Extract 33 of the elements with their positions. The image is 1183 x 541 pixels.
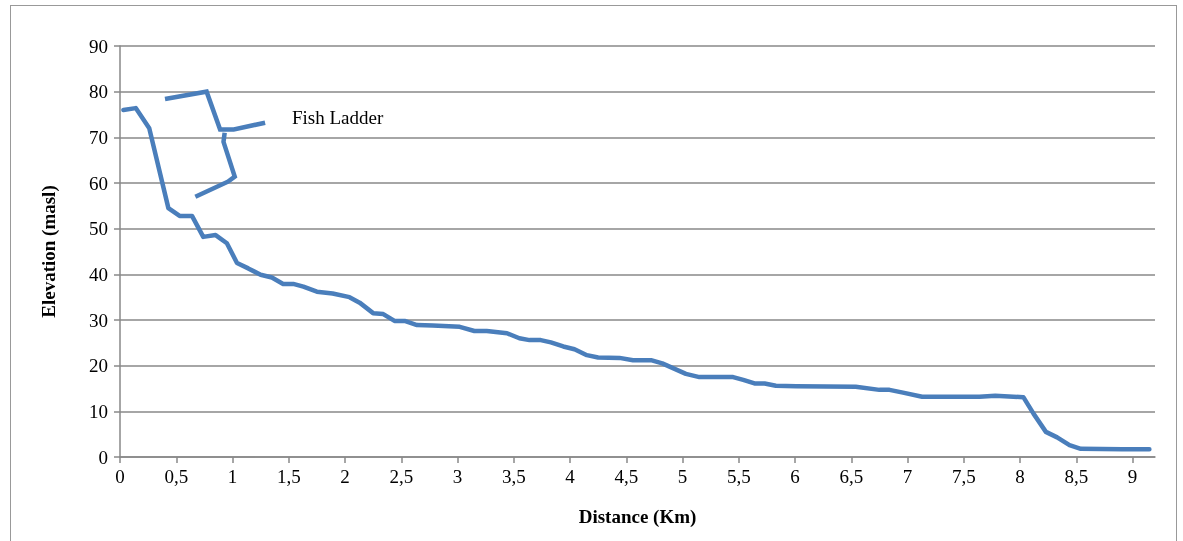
y-tick-label: 60 xyxy=(89,172,108,194)
x-tick-label: 5 xyxy=(677,466,688,487)
y-tick-label: 0 xyxy=(98,446,108,468)
y-tick-label: 90 xyxy=(89,35,108,57)
annotation: Fish Ladder xyxy=(292,107,384,128)
x-tick-label: 7 xyxy=(902,466,913,487)
x-tick-label: 7,5 xyxy=(951,466,976,487)
x-tick-label: 9 xyxy=(1127,466,1138,487)
x-tick-label: 3,5 xyxy=(501,466,526,487)
x-tick-label: 1,5 xyxy=(276,466,301,487)
y-tick-label: 10 xyxy=(89,400,108,422)
y-tick-label: 50 xyxy=(89,218,108,240)
y-tick-label: 20 xyxy=(89,355,108,377)
x-tick-label: 1 xyxy=(227,466,238,487)
y-tick-label: 70 xyxy=(89,126,108,148)
y-tick-label: 30 xyxy=(89,309,108,331)
x-tick-label: 0 xyxy=(115,466,125,487)
line-series xyxy=(121,105,1152,452)
x-tick-label: 5,5 xyxy=(726,466,751,487)
x-axis-title: Distance (Km) xyxy=(578,506,697,528)
x-tick-label: 8,5 xyxy=(1064,466,1089,487)
y-axis-title: Elevation (masl) xyxy=(38,185,60,318)
x-tick-label: 3 xyxy=(452,466,463,487)
x-tick-label: 4,5 xyxy=(614,466,639,487)
y-tick-label: 80 xyxy=(89,81,108,103)
x-tick-label: 6,5 xyxy=(839,466,864,487)
x-tick-label: 2 xyxy=(340,466,350,487)
y-tick-label: 40 xyxy=(89,263,108,285)
x-tick-label: 2,5 xyxy=(389,466,414,487)
x-tick-label: 8 xyxy=(1015,466,1025,487)
x-tick-label: 6 xyxy=(790,466,800,487)
x-tick-label: 0,5 xyxy=(164,466,189,487)
x-tick-label: 4 xyxy=(565,466,576,487)
